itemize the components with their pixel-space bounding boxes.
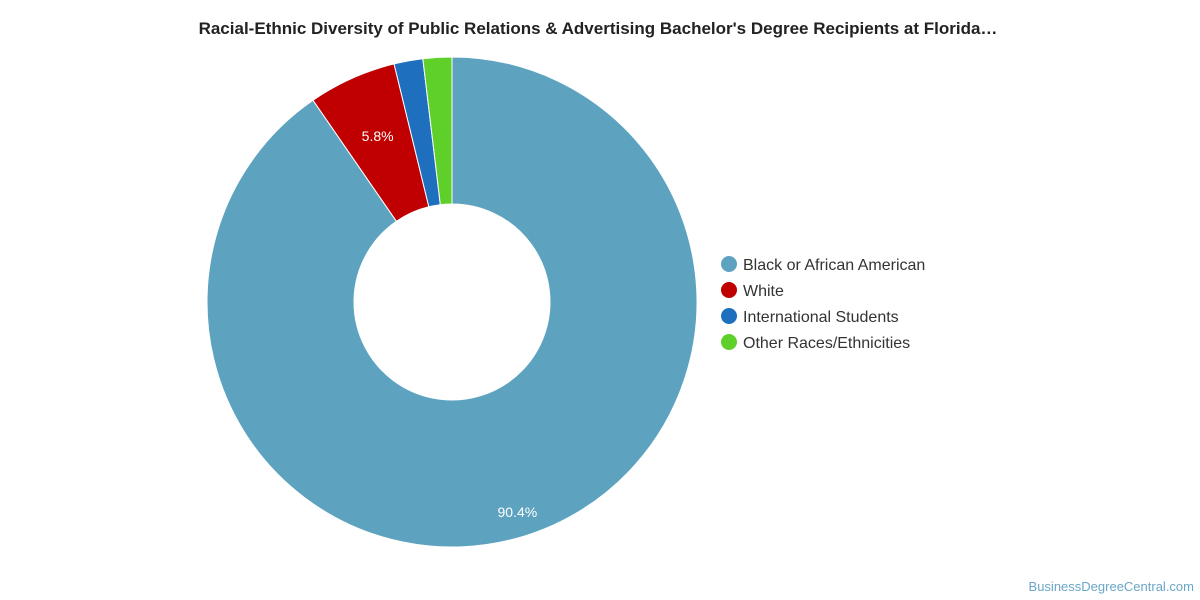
- legend-item-black-or-african-american[interactable]: Black or African American: [721, 256, 925, 274]
- credit-link[interactable]: BusinessDegreeCentral.com: [1029, 579, 1194, 594]
- legend-label: White: [743, 283, 784, 300]
- legend-label: Black or African American: [743, 257, 925, 274]
- slice-label-white: 5.8%: [362, 128, 394, 144]
- donut-slices: [206, 56, 698, 548]
- legend-item-other-races-ethnicities[interactable]: Other Races/Ethnicities: [721, 334, 910, 352]
- chart-title: Racial-Ethnic Diversity of Public Relati…: [199, 19, 998, 38]
- legend-swatch: [721, 256, 737, 272]
- slice-label-black-or-african-american: 90.4%: [497, 504, 537, 520]
- legend-item-white[interactable]: White: [721, 282, 784, 300]
- legend-label: Other Races/Ethnicities: [743, 335, 910, 352]
- slice-black-or-african-american[interactable]: [206, 56, 698, 548]
- slice-labels: 90.4% 5.8%: [362, 128, 538, 520]
- legend-label: International Students: [743, 309, 899, 326]
- legend: Black or African American White Internatio…: [721, 256, 925, 352]
- slice-other-races-ethnicities[interactable]: [422, 56, 453, 206]
- legend-swatch: [721, 308, 737, 324]
- legend-item-international-students[interactable]: International Students: [721, 308, 899, 326]
- legend-swatch: [721, 282, 737, 298]
- legend-swatch: [721, 334, 737, 350]
